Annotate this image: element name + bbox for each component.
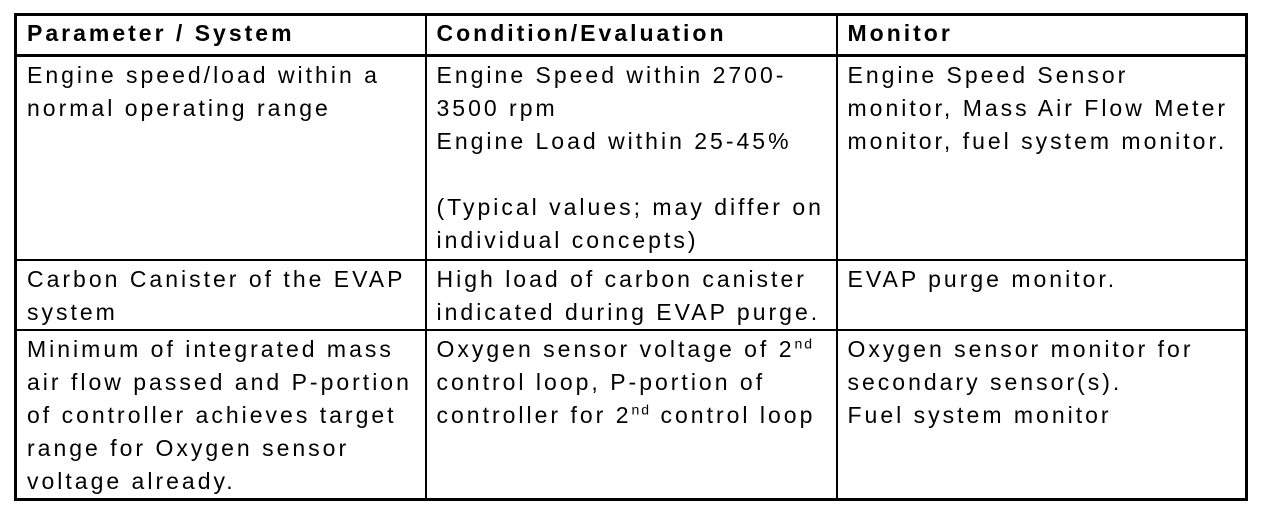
condition-text-segment: Oxygen sensor voltage of 2 xyxy=(436,335,795,362)
cell-parameter: Minimum of integrated mass air flow pass… xyxy=(14,328,427,500)
ordinal-superscript: nd xyxy=(631,400,652,417)
ordinal-superscript: nd xyxy=(794,334,815,351)
table-row: Engine speed/load within a normal operat… xyxy=(14,54,1248,261)
column-header-parameter-system: Parameter / System xyxy=(14,13,427,57)
cell-parameter: Carbon Canister of the EVAP system xyxy=(14,258,427,331)
cell-condition: High load of carbon canister indicated d… xyxy=(424,258,838,331)
parameter-condition-monitor-table: Parameter / System Condition/Evaluation … xyxy=(14,13,1248,501)
cell-condition: Engine Speed within 2700- 3500 rpm Engin… xyxy=(424,54,838,261)
column-header-condition-evaluation: Condition/Evaluation xyxy=(424,13,838,57)
cell-parameter: Engine speed/load within a normal operat… xyxy=(14,54,427,261)
header-row: Parameter / System Condition/Evaluation … xyxy=(14,13,1248,57)
column-header-monitor: Monitor xyxy=(835,13,1248,57)
condition-text-segment: control loop, P-portion of controller fo… xyxy=(436,368,766,428)
cell-monitor: Oxygen sensor monitor for secondary sens… xyxy=(835,328,1248,500)
cell-monitor: Engine Speed Sensor monitor, Mass Air Fl… xyxy=(835,54,1248,261)
table-row: Carbon Canister of the EVAP system High … xyxy=(14,258,1248,331)
condition-text-segment: control loop xyxy=(651,401,816,428)
cell-condition: Oxygen sensor voltage of 2nd control loo… xyxy=(424,328,838,500)
cell-monitor: EVAP purge monitor. xyxy=(835,258,1248,331)
table-row: Minimum of integrated mass air flow pass… xyxy=(14,328,1248,500)
